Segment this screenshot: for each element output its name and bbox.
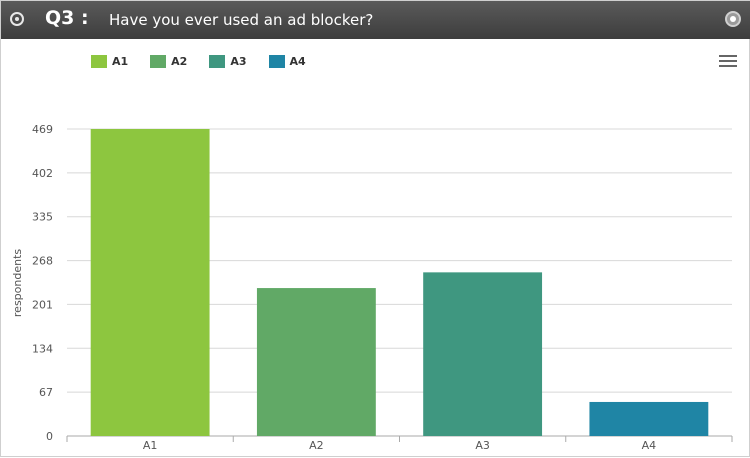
legend-item-a1[interactable]: A1	[91, 55, 128, 68]
x-tick-label: A4	[642, 439, 657, 452]
chart-menu-icon[interactable]	[719, 55, 737, 67]
y-tick-label: 335	[32, 211, 53, 224]
y-tick-label: 201	[32, 298, 53, 311]
chart-legend: A1 A2 A3 A4	[91, 55, 306, 68]
bar-a3[interactable]	[423, 272, 543, 436]
legend-item-a4[interactable]: A4	[268, 55, 306, 68]
y-tick-label: 134	[32, 342, 53, 355]
legend-swatch-a4	[268, 55, 285, 68]
x-tick-label: A1	[143, 439, 158, 452]
bar-a2[interactable]	[256, 288, 376, 436]
bar-a4[interactable]	[589, 401, 709, 436]
y-axis-label: respondents	[11, 249, 24, 317]
question-header: Q3 : Have you ever used an ad blocker?	[1, 1, 750, 39]
radio-icon[interactable]	[10, 12, 24, 26]
legend-swatch-a2	[150, 55, 167, 68]
y-tick-label: 469	[32, 123, 53, 136]
y-tick-label: 268	[32, 255, 53, 268]
bar-a1[interactable]	[90, 129, 210, 436]
legend-item-a2[interactable]: A2	[150, 55, 187, 68]
question-title: Have you ever used an ad blocker?	[109, 11, 374, 29]
y-tick-label: 402	[32, 167, 53, 180]
y-tick-label: 67	[39, 386, 53, 399]
legend-swatch-a3	[209, 55, 226, 68]
settings-icon[interactable]	[725, 11, 741, 27]
y-tick-label: 0	[46, 430, 53, 443]
x-tick-label: A3	[475, 439, 490, 452]
legend-label-a2: A2	[171, 55, 188, 68]
legend-label-a1: A1	[112, 55, 129, 68]
legend-swatch-a1	[91, 55, 107, 68]
legend-label-a3: A3	[230, 55, 247, 68]
question-number: Q3 :	[45, 7, 89, 29]
legend-item-a3[interactable]: A3	[209, 55, 247, 68]
legend-label-a4: A4	[289, 55, 306, 68]
x-tick-label: A2	[309, 439, 324, 452]
